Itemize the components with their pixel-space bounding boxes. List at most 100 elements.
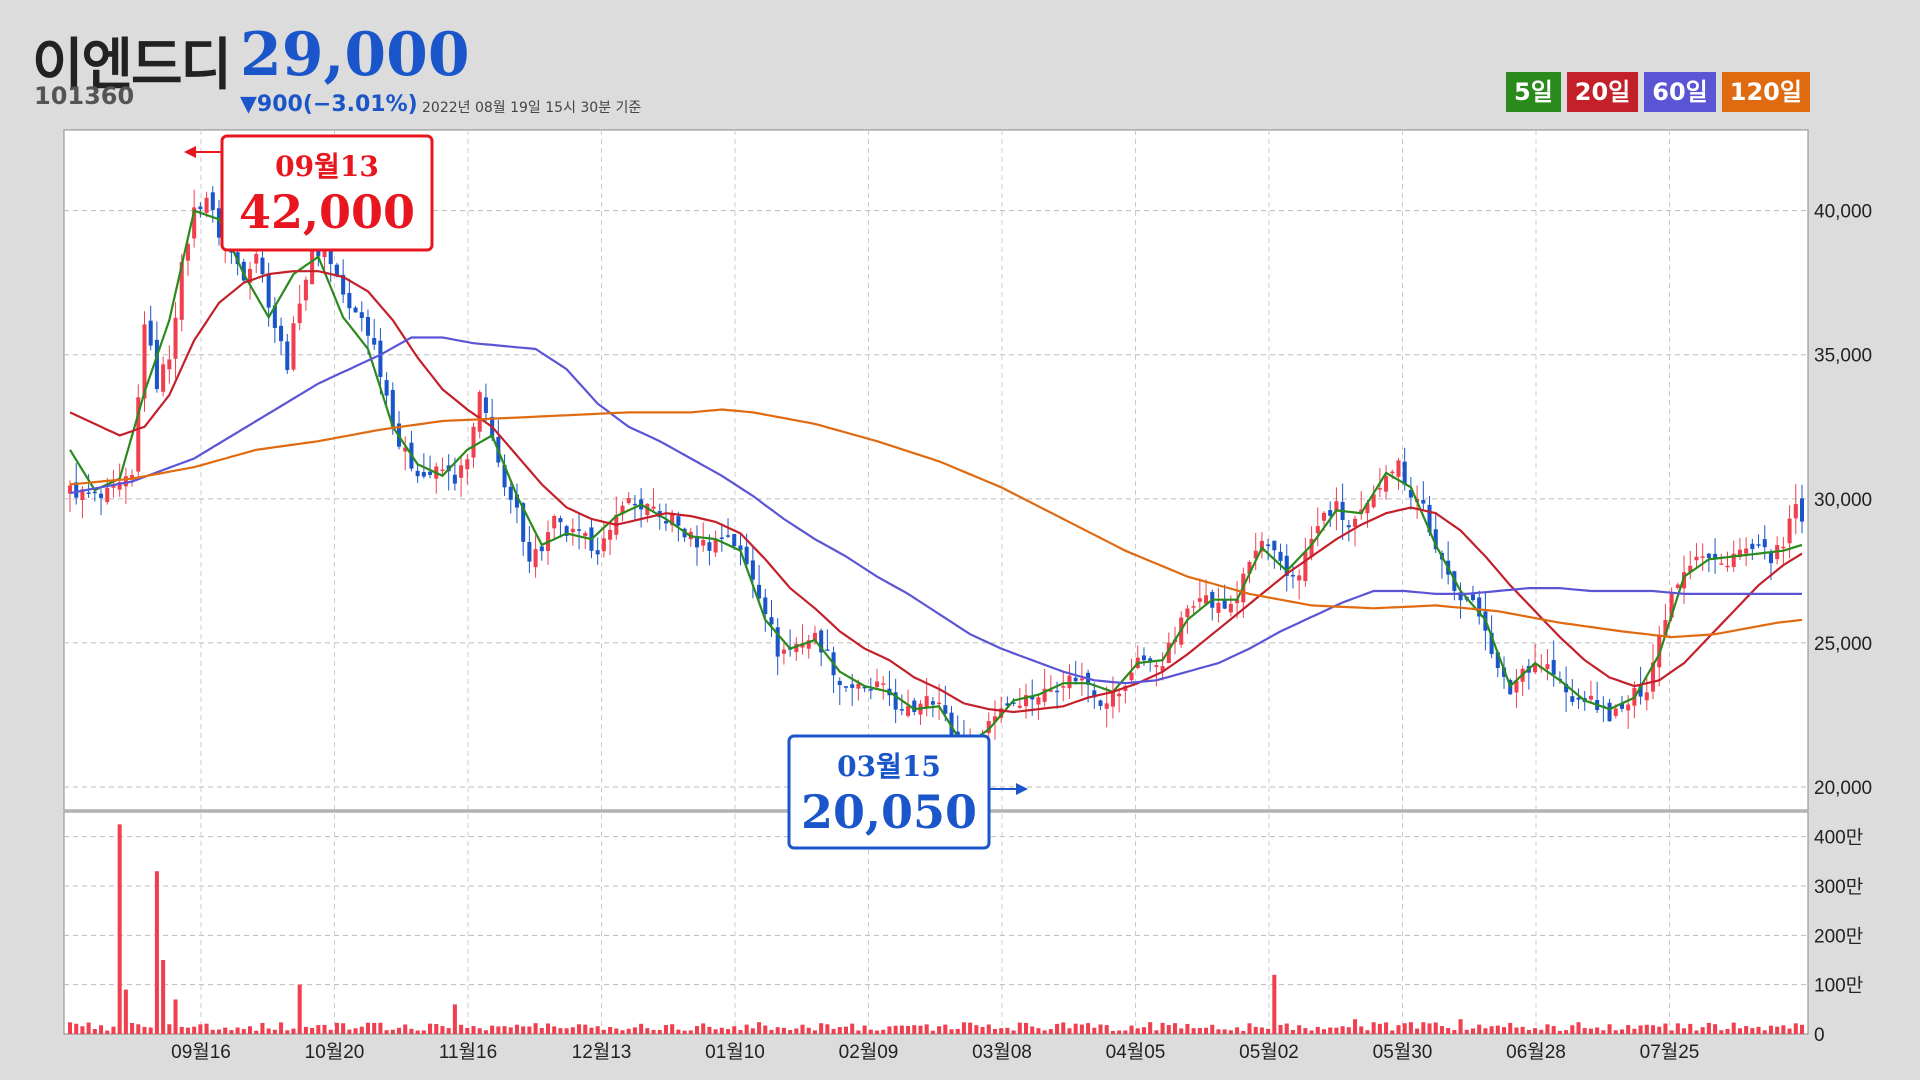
volume-bar — [1557, 1030, 1562, 1034]
volume-bar — [601, 1029, 606, 1034]
volume-bar — [1452, 1029, 1457, 1034]
volume-bar — [421, 1030, 426, 1034]
candle-body — [937, 702, 942, 705]
candle-body — [1638, 684, 1643, 697]
stock-code: 101360 — [34, 82, 135, 110]
candle-body — [999, 708, 1004, 718]
volume-bar — [260, 1022, 265, 1034]
candle-body — [328, 244, 333, 265]
candle-body — [105, 487, 110, 503]
volume-bar — [645, 1028, 650, 1034]
volume-bar — [1036, 1028, 1041, 1034]
volume-bar — [980, 1026, 985, 1034]
volume-bar — [86, 1022, 91, 1034]
volume-bar — [223, 1027, 228, 1034]
volume-bar — [694, 1026, 700, 1034]
volume-bar — [527, 1026, 532, 1034]
volume-bar — [1353, 1019, 1358, 1034]
candle-body — [726, 535, 731, 537]
candle-body — [1713, 553, 1718, 560]
candle-body — [707, 542, 712, 551]
candle-body — [173, 317, 178, 359]
candle-body — [552, 516, 557, 529]
volume-bar — [924, 1024, 929, 1034]
candle-body — [459, 465, 464, 478]
volume-bar — [1098, 1024, 1103, 1034]
volume-bar — [1309, 1030, 1314, 1034]
stock-header: 이엔드디 29,000 101360 ▼900(−3.01%) 2022년 08… — [0, 0, 1920, 130]
volume-bar — [1253, 1026, 1258, 1034]
candle-body — [1564, 683, 1569, 693]
volume-bar — [1166, 1025, 1171, 1034]
volume-bar — [930, 1030, 935, 1034]
volume-bar — [1551, 1026, 1556, 1034]
volume-bar — [775, 1027, 780, 1034]
x-tick-label: 05월30 — [1373, 1041, 1433, 1063]
x-tick-label: 02월09 — [839, 1041, 899, 1063]
volume-bar — [1278, 1024, 1283, 1034]
candle-body — [1477, 597, 1482, 617]
candle-body — [1396, 460, 1401, 477]
volume-bar — [806, 1027, 811, 1034]
candle-body — [1011, 702, 1016, 704]
volume-bar — [1259, 1027, 1264, 1034]
volume-bar — [1533, 1028, 1538, 1034]
candle-body — [1756, 544, 1761, 546]
candle-body — [1303, 551, 1308, 582]
volume-bar — [415, 1030, 420, 1034]
volume-bar — [1675, 1023, 1680, 1034]
candle-body — [1731, 553, 1736, 568]
x-tick-label: 06월28 — [1506, 1041, 1566, 1063]
volume-bar — [825, 1024, 830, 1034]
volume-bar — [1117, 1030, 1122, 1034]
price-change: ▼900(−3.01%) — [240, 92, 418, 117]
volume-bar — [161, 960, 166, 1034]
candle-body — [1793, 504, 1798, 519]
volume-bar — [316, 1025, 321, 1034]
volume-bar — [1638, 1025, 1643, 1034]
volume-bar — [961, 1022, 966, 1034]
volume-bar — [409, 1028, 414, 1034]
volume-bar — [545, 1023, 551, 1034]
volume-bar — [788, 1030, 793, 1034]
volume-bar — [639, 1023, 644, 1034]
volume-bar — [1359, 1026, 1364, 1034]
candle-body — [347, 292, 352, 309]
volume-tick-label: 0 — [1814, 1025, 1825, 1046]
ma-line-120일 — [69, 408, 1803, 639]
volume-bar — [1539, 1029, 1544, 1034]
volume-bar — [1731, 1022, 1736, 1034]
volume-bar — [1632, 1028, 1637, 1034]
candle-body — [1700, 556, 1705, 558]
candle-body — [632, 503, 637, 506]
candle-body — [161, 364, 166, 392]
volume-bar — [372, 1022, 377, 1034]
candle-body — [1017, 705, 1022, 708]
volume-bar — [204, 1023, 209, 1034]
candle-body — [819, 630, 824, 653]
x-tick-label: 11월16 — [439, 1041, 497, 1063]
candle-body — [1650, 662, 1656, 692]
volume-bar — [1017, 1022, 1022, 1034]
candle-body — [906, 706, 911, 716]
volume-bar — [552, 1026, 557, 1034]
candle-body — [92, 491, 97, 494]
candle-body — [1489, 632, 1494, 655]
volume-bar — [1092, 1027, 1097, 1034]
candle-body — [1216, 602, 1221, 613]
volume-bar — [577, 1024, 582, 1034]
candle-body — [1092, 690, 1097, 698]
volume-bar — [1179, 1028, 1184, 1034]
candle-body — [210, 192, 215, 210]
volume-bar — [1396, 1025, 1401, 1034]
volume-bar — [279, 1022, 284, 1034]
volume-bar — [1141, 1027, 1146, 1034]
candle-body — [136, 397, 141, 472]
volume-bar — [192, 1026, 197, 1034]
volume-bar — [167, 1024, 172, 1034]
candle-body — [1433, 529, 1438, 550]
candle-body — [1706, 553, 1711, 558]
candle-body — [595, 550, 600, 555]
volume-bar — [80, 1026, 85, 1034]
candle-body — [1545, 664, 1550, 669]
